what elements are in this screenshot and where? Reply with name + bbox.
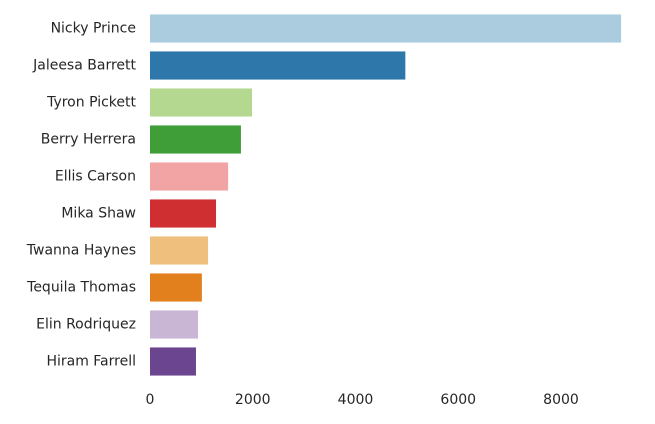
x-tick-label: 0 [146, 392, 155, 408]
bar [150, 51, 406, 80]
bar [150, 310, 199, 339]
bar [150, 347, 196, 376]
y-tick-label: Hiram Farrell [46, 354, 136, 370]
bar [150, 14, 622, 43]
x-tick-label: 6000 [440, 392, 476, 408]
y-tick-label: Elin Rodriquez [36, 317, 136, 333]
y-tick-label: Nicky Prince [51, 21, 136, 37]
y-tick-label: Berry Herrera [41, 132, 136, 148]
bar [150, 236, 209, 265]
bar [150, 125, 241, 154]
bar [150, 88, 252, 117]
x-tick-label: 8000 [543, 392, 579, 408]
bar [150, 199, 217, 228]
y-tick-label: Twanna Haynes [26, 243, 136, 259]
y-tick-label: Tequila Thomas [26, 280, 136, 296]
y-tick-label: Jaleesa Barrett [32, 58, 136, 74]
x-tick-label: 2000 [235, 392, 271, 408]
y-tick-label: Mika Shaw [61, 206, 136, 222]
bar [150, 162, 229, 191]
x-tick-label: 4000 [338, 392, 374, 408]
y-tick-label: Tyron Pickett [46, 95, 136, 111]
y-tick-label: Ellis Carson [55, 169, 136, 185]
bar [150, 273, 202, 302]
